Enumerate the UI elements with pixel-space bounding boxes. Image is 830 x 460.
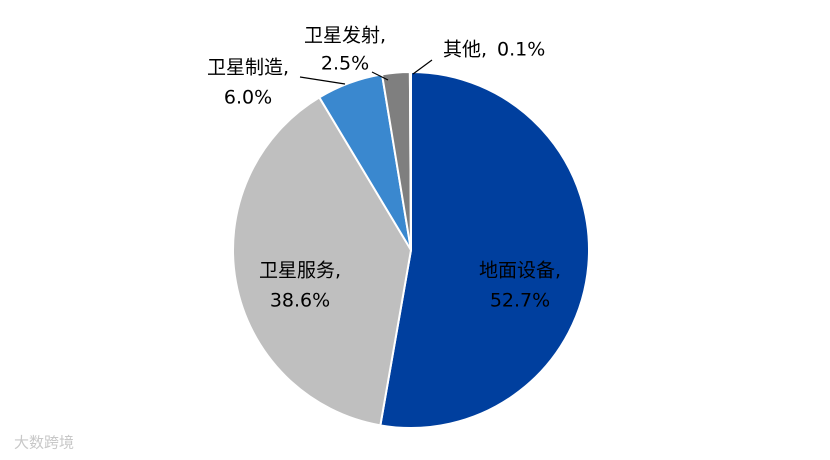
leader-line xyxy=(412,59,433,75)
value-label: 38.6% xyxy=(270,290,330,312)
pie-slice xyxy=(232,96,413,427)
value-label: 52.7% xyxy=(490,290,550,312)
slice-label: 卫星制造, xyxy=(207,57,289,79)
pie-slice xyxy=(408,70,412,251)
slice-label: 卫星发射, xyxy=(304,25,386,47)
value-label: 0.1% xyxy=(497,39,545,61)
slice-label: 其他, xyxy=(443,39,487,61)
leader-line xyxy=(299,76,346,85)
slice-label: 卫星服务, xyxy=(259,260,341,282)
watermark: 大数跨境 xyxy=(14,434,74,452)
pie-slice xyxy=(379,70,590,429)
leader-line xyxy=(371,71,389,81)
value-label: 6.0% xyxy=(224,87,272,109)
value-label: 2.5% xyxy=(321,53,369,75)
slice-label: 地面设备, xyxy=(479,260,561,282)
